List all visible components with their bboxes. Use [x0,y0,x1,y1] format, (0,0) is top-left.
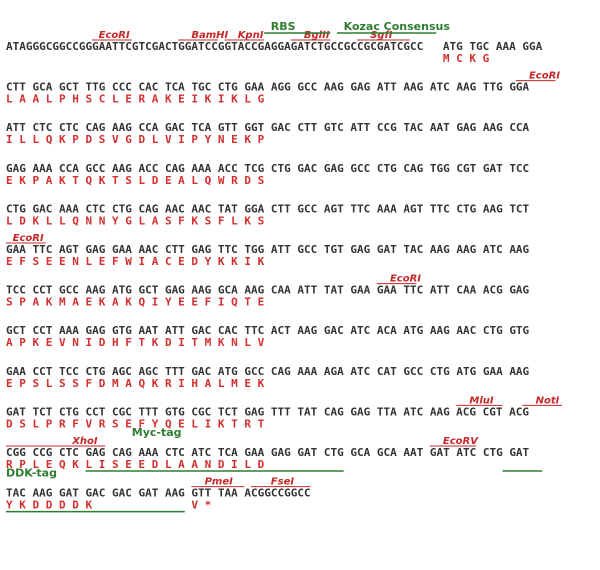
dna-sequence-0-0: ATAGGGCGGCCGGGAATTCGTCGACTGGATCCGGTACCGA… [6,40,423,53]
dna-sequence-0-1: ATG TGC AAA GGA [443,40,543,53]
enzyme-label-ecori: EcoRI [13,233,44,244]
amino-acid-sequence-8-0: E P S L S S F D M A Q K R I H A L M E K [6,377,265,390]
amino-acid-sequence-10-0: R P L E Q K L I S E E D L A A N D I L D [6,458,265,471]
tag-label-ddk-tag: DDK-tag [6,467,57,480]
enzyme-label-noti: NotI [536,395,560,406]
enzyme-label-ecorv: EcoRV [443,436,479,447]
enzyme-label-bglii: BglII [304,30,330,41]
enzyme-label-xhoi: XhoI [71,436,98,447]
dna-sequence-9-0: GAT TCT CTG CCT CGC TTT GTG CGC TCT GAG … [6,405,450,418]
dna-sequence-5-0: GAA TTC AGT GAG GAA AAC CTT GAG TTC TGG … [6,243,530,256]
amino-acid-sequence-1-0: L A A L P H S C L E R A K E I K I K L G [6,93,265,106]
dna-sequence-7-0: GCT CCT AAA GAG GTG AAT ATT GAC CAC TTC … [6,324,530,337]
dna-sequence-11-1: GTT TAA ACGGCCGGCC [191,487,310,500]
dna-sequence-9-1: ACG CGT ACG [456,405,529,418]
dna-sequence-6-0: TCC CCT GCC AAG ATG GCT GAG AAG GCA AAG … [6,284,530,297]
amino-acid-sequence-0-0: M C K G [443,52,490,65]
amino-acid-sequence-9-0: D S L P R F V R S E F Y Q E L I K T R T [6,417,265,430]
amino-acid-sequence-11-1: V * [191,499,211,512]
dna-sequence-4-0: CTG GAC AAA CTC CTG CAG AAC AAC TAT GGA … [6,202,530,215]
enzyme-label-fsei: FseI [271,477,295,488]
enzyme-label-ecori: EcoRI [390,274,421,285]
amino-acid-sequence-2-0: I L L Q K P D S V G D L V I P Y N E K P [6,133,265,146]
amino-acid-sequence-7-0: A P K E V N I D H F T K D I T M K N L V [6,336,265,349]
dna-sequence-1-0: CTT GCA GCT TTG CCC CAC TCA TGC CTG GAA … [6,81,530,94]
tag-label-myc-tag: Myc-tag [132,426,182,439]
enzyme-label-bamhi: BamHI [191,30,228,41]
enzyme-label-sgfi: SgfI [370,30,393,41]
amino-acid-sequence-4-0: L D K L L Q N N Y G L A S F K S F L K S [6,214,264,227]
dna-sequence-11-0: TAC AAG GAT GAC GAC GAT AAG [6,487,185,500]
amino-acid-sequence-3-0: E K P A K T Q K T S L D E A L Q W R D S [6,174,264,187]
enzyme-label-ecori: EcoRI [99,30,130,41]
dna-sequence-8-0: GAA CCT TCC CTG AGC AGC TTT GAC ATG GCC … [6,365,530,378]
enzyme-label-kpni: KpnI [238,30,264,41]
dna-sequence-3-0: GAG AAA CCA GCC AAG ACC CAG AAA ACC TCG … [6,162,529,175]
enzyme-label-mlui: MluI [469,395,493,406]
enzyme-label-ecori: EcoRI [529,71,560,82]
amino-acid-sequence-11-0: Y K D D D D K [6,499,92,512]
amino-acid-sequence-5-0: E F S E E N L E F W I A C E D Y K K I K [6,255,265,268]
amino-acid-sequence-6-0: S P A K M A E K A K Q I Y E E F I Q T E [6,296,264,309]
tag-label-rbs: RBS [271,20,296,33]
dna-sequence-10-0: CGG CCG CTC GAG CAG AAA CTC ATC TCA GAA … [6,446,530,459]
tag-label-kozac consensus: Kozac Consensus [344,20,451,33]
enzyme-label-pmei: PmeI [205,477,234,488]
dna-sequence-2-0: ATT CTC CTC CAG AAG CCA GAC TCA GTT GGT … [6,121,530,134]
